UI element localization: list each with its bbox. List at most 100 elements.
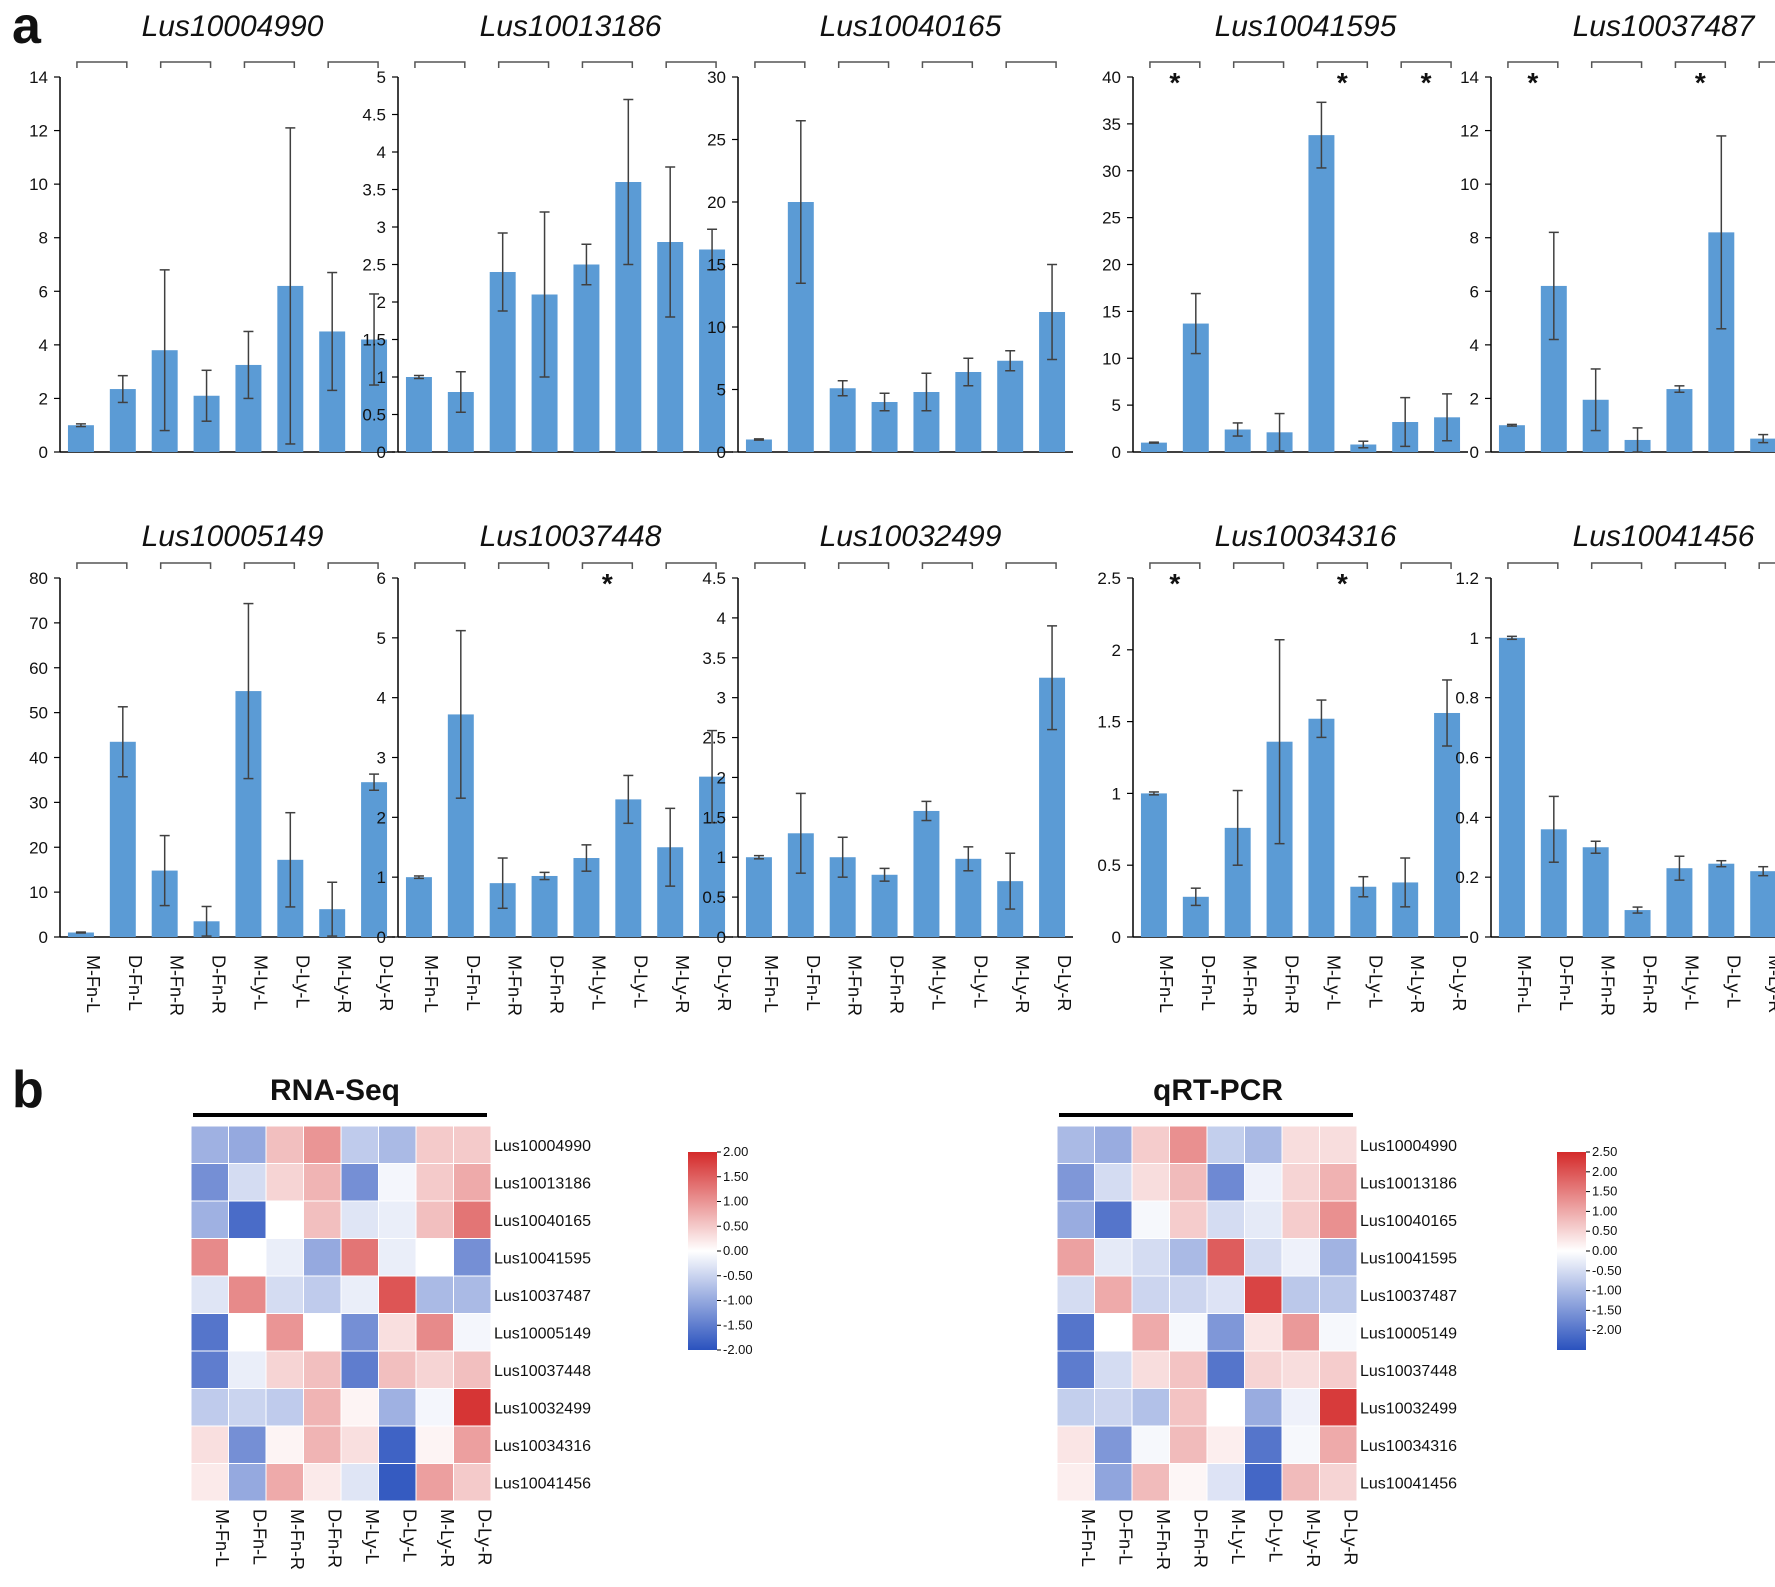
significance-bracket <box>1590 61 1643 68</box>
heatmap-cell <box>1319 1200 1358 1239</box>
heatmap-cell <box>340 1163 379 1202</box>
heatmap-cell <box>303 1350 342 1389</box>
x-category-label: D-Ly-R <box>1054 955 1074 1011</box>
heatmap-cell <box>1244 1463 1283 1502</box>
heatmap-row-label: Lus10032499 <box>494 1400 591 1417</box>
heatmap-col-label: M-Fn-R <box>287 1509 307 1570</box>
color-scale-label: 1.50 <box>1592 1184 1617 1199</box>
y-tick-label: 10 <box>1102 349 1121 368</box>
bar-M-Fn-R <box>1224 429 1251 452</box>
heatmap-cell <box>265 1388 304 1427</box>
significance-bracket <box>837 562 890 569</box>
heatmap-cell <box>1131 1275 1170 1314</box>
heatmap-cell <box>415 1163 454 1202</box>
y-tick-label: 4 <box>1470 336 1479 355</box>
y-tick-label: 1 <box>377 868 386 887</box>
x-category-label: M-Ly-R <box>672 955 692 1013</box>
bar-chart-Lus10037487: Lus10037487 0 2 4 6 8 10 12 14 * * <box>1460 10 1775 462</box>
y-tick-label: 2.5 <box>362 256 386 275</box>
y-tick-label: 60 <box>29 659 48 678</box>
heatmap-title: RNA-Seq <box>270 1074 400 1107</box>
bar-M-Ly-L <box>913 810 940 937</box>
bar-chart-Lus10032499: Lus10032499 0 0.5 1 1.5 2 2.5 3 3.5 4 4.5 M-Fn-L D-F… <box>702 520 1074 1016</box>
bar-M-Ly-R <box>1750 871 1775 937</box>
significance-bracket <box>1758 562 1775 569</box>
significance-bracket <box>921 562 974 569</box>
heatmap-row-label: Lus10034316 <box>1360 1438 1457 1455</box>
bar-chart-Lus10040165: Lus10040165 0 5 10 15 20 25 30 <box>707 10 1073 462</box>
y-tick-label: 4.5 <box>702 569 726 588</box>
heatmap-cell <box>340 1275 379 1314</box>
heatmap-cell <box>190 1388 229 1427</box>
heatmap-cell <box>190 1275 229 1314</box>
heatmap-col-label: M-Ly-L <box>1228 1509 1248 1564</box>
x-category-label: D-Fn-L <box>803 955 823 1011</box>
heatmap-cell <box>1244 1388 1283 1427</box>
heatmap-cell <box>1094 1125 1133 1164</box>
significance-bracket <box>1674 61 1727 68</box>
heatmap-cell <box>1244 1425 1283 1464</box>
heatmap-cell <box>1056 1275 1095 1314</box>
y-tick-label: 2.5 <box>702 729 726 748</box>
heatmap-cell <box>1206 1463 1245 1502</box>
heatmap-cell <box>1281 1125 1320 1164</box>
heatmap-cell <box>453 1313 492 1352</box>
heatmap-cell <box>1319 1313 1358 1352</box>
significance-bracket <box>243 562 296 569</box>
y-tick-label: 3 <box>377 749 386 768</box>
heatmap-cell <box>415 1463 454 1502</box>
heatmap-cell <box>1056 1313 1095 1352</box>
heatmap-row-label: Lus10005149 <box>494 1325 591 1342</box>
x-category-label: D-Fn-R <box>1640 955 1660 1014</box>
x-category-label: M-Fn-R <box>1240 955 1260 1016</box>
bar-M-Fn-L <box>745 857 772 937</box>
y-tick-label: 3 <box>717 689 726 708</box>
heatmap-cell <box>1281 1275 1320 1314</box>
y-tick-label: 1.5 <box>362 331 386 350</box>
heatmap-cell <box>1244 1238 1283 1277</box>
y-tick-label: 5 <box>1112 396 1121 415</box>
heatmap-cell <box>1056 1238 1095 1277</box>
x-category-label: M-Ly-R <box>1765 955 1775 1013</box>
y-tick-label: 12 <box>1460 122 1479 141</box>
heatmap-cell <box>303 1425 342 1464</box>
heatmap-cell <box>378 1125 417 1164</box>
heatmap-qrt-pcr: qRT-PCR Lus10004990 Lus10013186 Lus10040165… <box>1056 1074 1622 1570</box>
heatmap-cell <box>265 1238 304 1277</box>
heatmap-cell <box>228 1238 267 1277</box>
color-scale-label: -2.00 <box>1592 1322 1622 1337</box>
x-category-label: D-Fn-R <box>887 955 907 1014</box>
heatmap-cell <box>1281 1425 1320 1464</box>
heatmap-cell <box>228 1313 267 1352</box>
heatmap-cell <box>1169 1163 1208 1202</box>
significance-bracket <box>414 562 466 569</box>
heatmap-cell <box>1131 1425 1170 1464</box>
y-tick-label: 4.5 <box>362 106 386 125</box>
heatmap-cell <box>340 1313 379 1352</box>
heatmap-cell <box>228 1125 267 1164</box>
significance-bracket <box>159 562 212 569</box>
heatmap-cell <box>453 1463 492 1502</box>
x-category-label: M-Fn-L <box>761 955 781 1013</box>
bar-chart-Lus10013186: Lus10013186 0 0.5 1 1.5 2 2.5 3 3.5 4 4.5 5 <box>362 10 733 462</box>
heatmap-cell <box>340 1200 379 1239</box>
heatmap-col-label: D-Fn-R <box>324 1509 344 1568</box>
heatmap-cell <box>1094 1463 1133 1502</box>
significance-bracket <box>754 562 806 569</box>
heatmap-cell <box>1206 1350 1245 1389</box>
significance-star: * <box>1169 67 1180 98</box>
heatmap-cell <box>340 1125 379 1164</box>
heatmap-cell <box>1056 1163 1095 1202</box>
significance-bracket <box>754 61 806 68</box>
heatmap-cell <box>1056 1388 1095 1427</box>
y-tick-label: 0 <box>39 443 48 462</box>
heatmap-cell <box>303 1463 342 1502</box>
significance-bracket <box>327 61 379 68</box>
significance-bracket <box>327 562 379 569</box>
heatmap-cell <box>1244 1200 1283 1239</box>
y-tick-label: 15 <box>1102 302 1121 321</box>
x-category-label: D-Fn-R <box>1282 955 1302 1014</box>
y-tick-label: 2 <box>1470 389 1479 408</box>
heatmap-cell <box>303 1200 342 1239</box>
y-tick-label: 30 <box>1102 162 1121 181</box>
